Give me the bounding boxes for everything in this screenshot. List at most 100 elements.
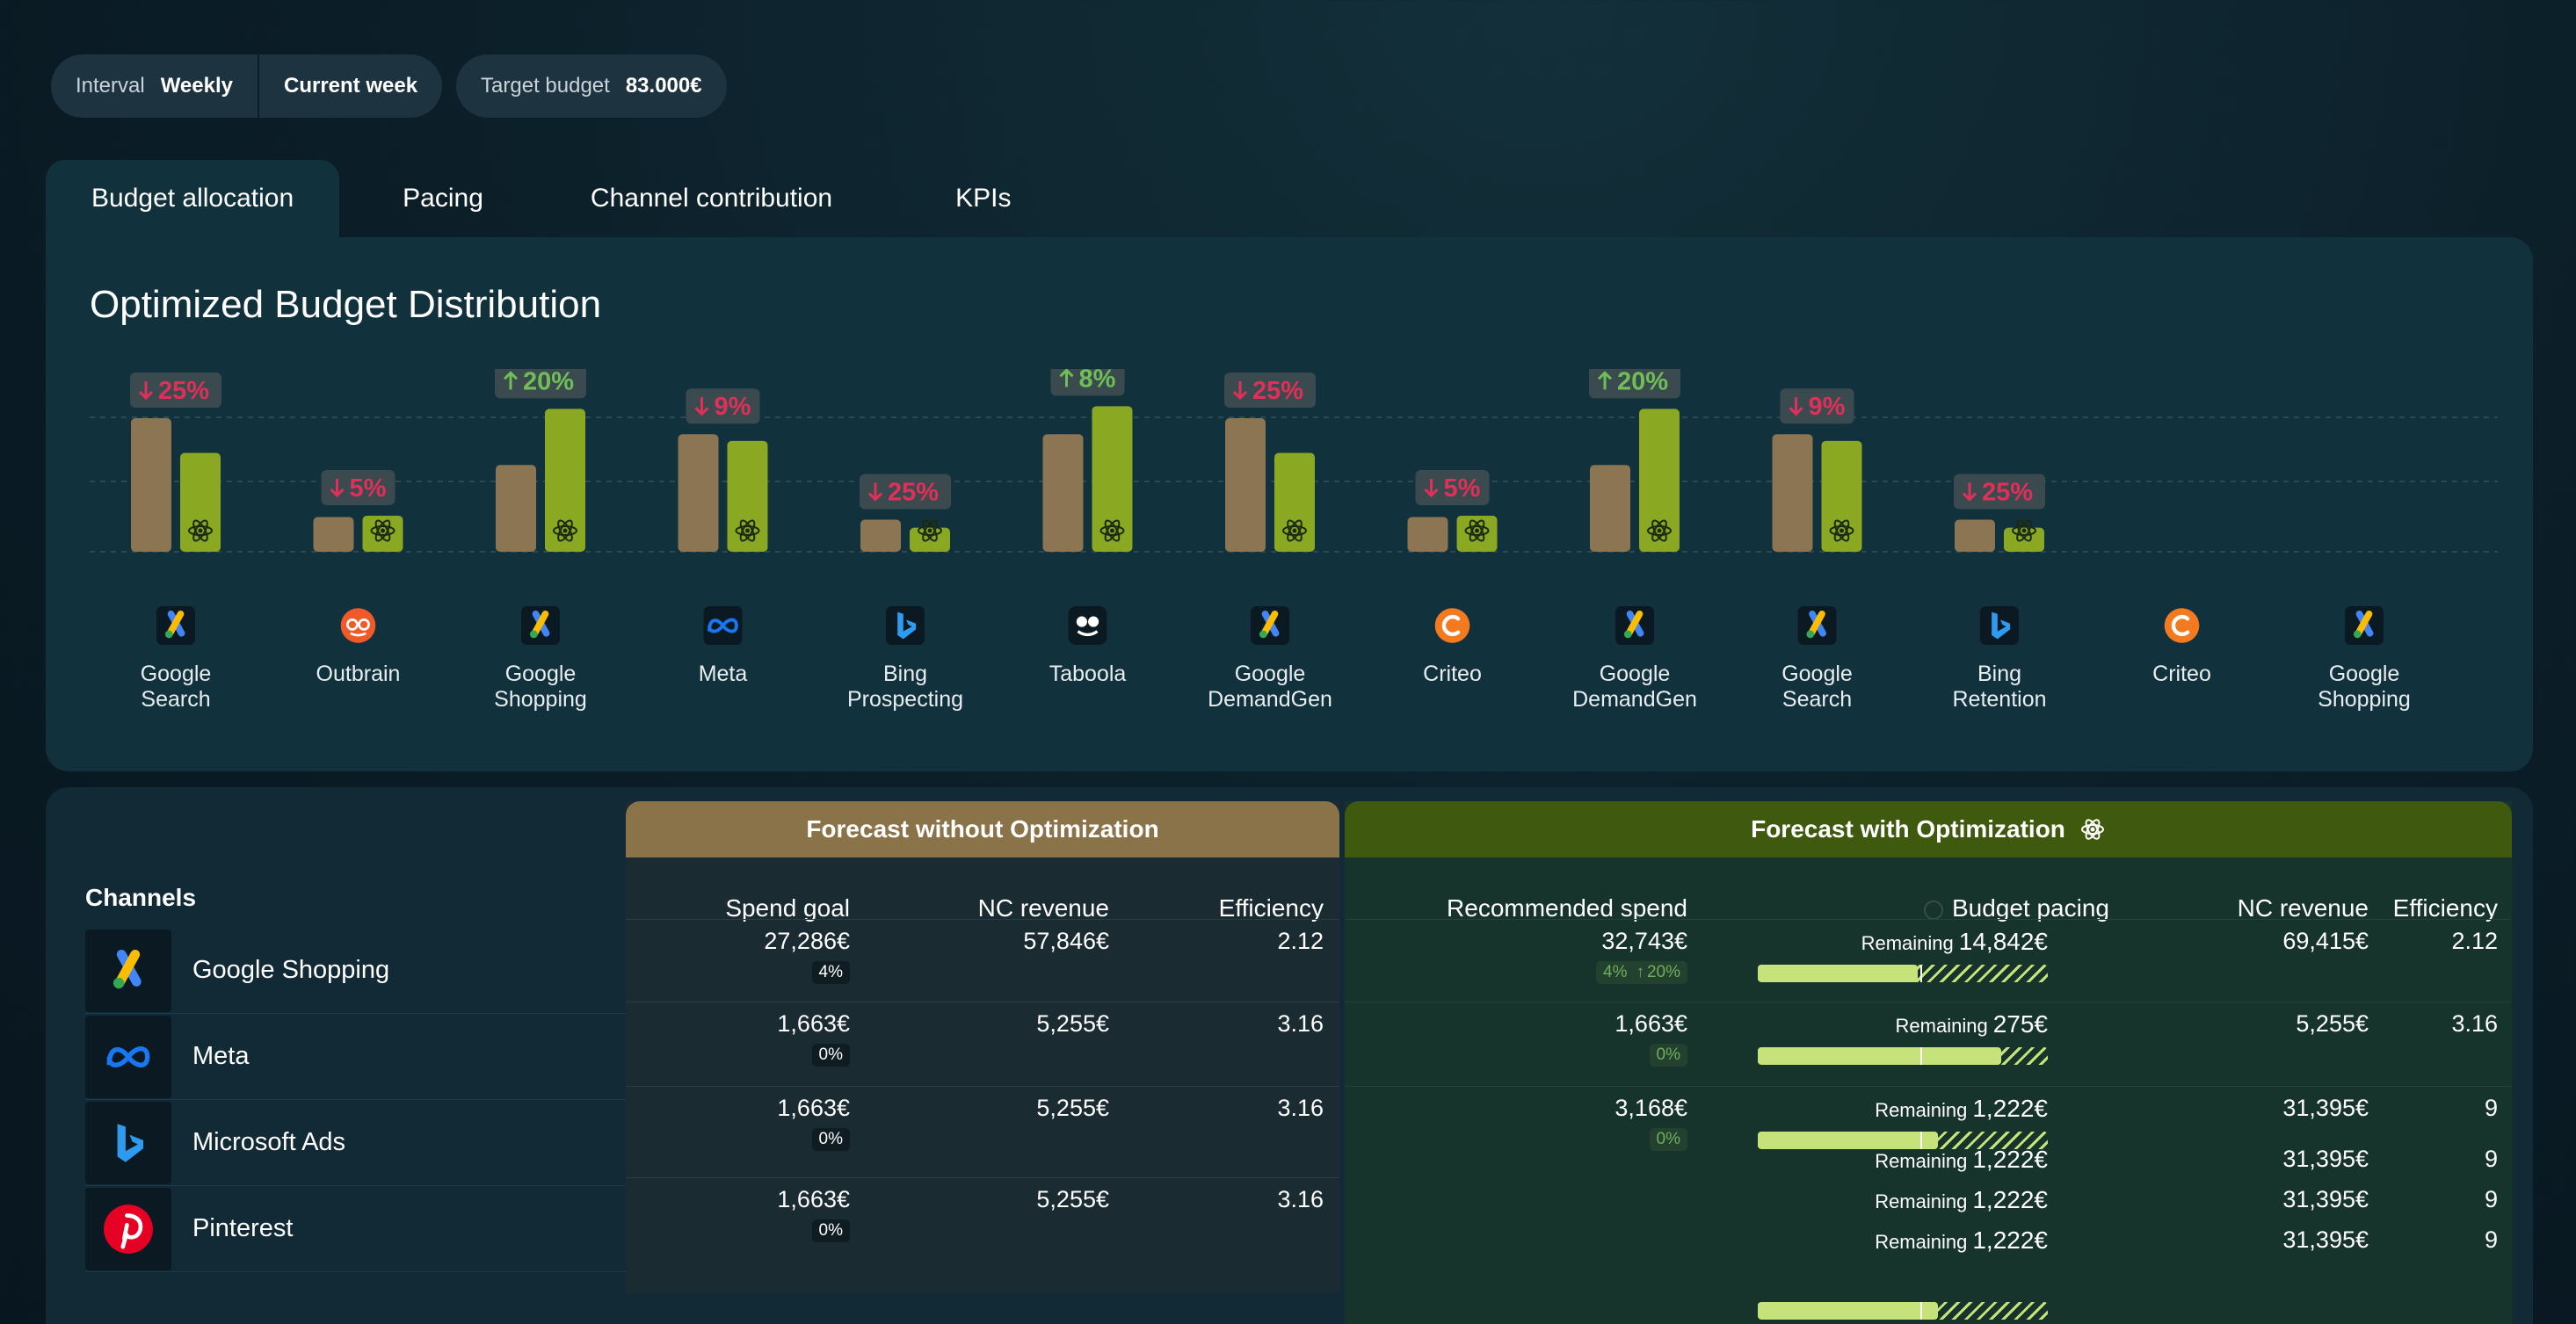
interval-selector[interactable]: Interval Weekly (51, 54, 258, 118)
target-budget-label: Target budget (481, 74, 610, 98)
bar-current (678, 434, 719, 552)
channel-row[interactable]: Microsoft Ads (85, 1100, 665, 1186)
change-badge (686, 388, 760, 424)
channel-label: Prospecting (847, 687, 963, 712)
channel-label: Taboola (1049, 662, 1127, 686)
change-badge (321, 469, 395, 505)
remaining-value: 1,222€ (1972, 1186, 2048, 1213)
tab-budget-allocation[interactable]: Budget allocation (46, 160, 340, 237)
bing-icon (886, 606, 925, 645)
channel-name: Google Shopping (192, 956, 390, 984)
channel-group[interactable]: Criteo (2152, 608, 2211, 686)
meta-icon (85, 1015, 171, 1098)
change-label: 25% (158, 377, 209, 405)
nc-revenue-optimized-value: 69,415€ (2282, 928, 2369, 954)
channel-row[interactable]: Google Shopping (85, 928, 665, 1014)
bar-current (860, 519, 901, 552)
spend-share-badge: 0% (811, 1044, 850, 1067)
channel-label: Bing (883, 662, 927, 686)
remaining-value: 1,222€ (1972, 1095, 2048, 1122)
bar-current (1772, 434, 1813, 552)
outbrain-icon (340, 608, 376, 643)
change-badge (1954, 474, 2045, 510)
bar-optimized (1456, 515, 1498, 552)
change-label: 25% (1252, 377, 1303, 405)
spend-share-badge: 0% (1649, 1044, 1687, 1067)
arrow-down-icon (138, 381, 154, 401)
remaining-value: 275€ (1992, 1010, 2048, 1038)
channel-label: Shopping (494, 687, 587, 712)
remaining-label: Remaining (1875, 1190, 1968, 1212)
period-selector[interactable]: Current week (257, 54, 442, 118)
efficiency-optimized-value: 9 (2484, 1226, 2498, 1253)
atom-icon (188, 519, 213, 542)
col-recommended-spend: Recommended spend (1447, 894, 1687, 922)
remaining-label: Remaining (1875, 1231, 1968, 1253)
efficiency-value: 2.12 (1277, 928, 1324, 954)
change-label: 25% (888, 479, 939, 507)
recommended-spend-value: 1,663€ (1615, 1010, 1687, 1037)
change-label: 9% (715, 393, 751, 421)
filter-bar: Interval Weekly Current week Target budg… (51, 54, 727, 118)
nc-revenue-optimized-value: 31,395€ (2282, 1095, 2369, 1121)
spend-goal-value: 27,286€ (764, 928, 850, 954)
channel-label: Outbrain (316, 662, 401, 686)
channels-header: Channels (85, 884, 197, 911)
channel-label: Meta (699, 662, 748, 686)
nc-revenue-value: 57,846€ (1023, 928, 1109, 954)
nc-revenue-value: 5,255€ (1036, 1095, 1109, 1121)
taboola-icon (1068, 606, 1107, 645)
change-badge (1224, 373, 1316, 408)
channel-name: Pinterest (192, 1214, 294, 1242)
efficiency-value: 3.16 (1277, 1095, 1324, 1121)
remaining-value: 1,222€ (1972, 1226, 2048, 1254)
forecast-table-panel: Channels Google Shopping Meta Microsoft … (46, 787, 2533, 1324)
channel-group[interactable]: 8% Taboola (1042, 369, 1133, 686)
tab-pacing[interactable]: Pacing (403, 184, 483, 213)
tab-kpis[interactable]: KPIs (955, 184, 1012, 213)
tab-channel-contribution[interactable]: Channel contribution (590, 184, 833, 213)
col-spend-goal: Spend goal (725, 894, 850, 922)
bar-optimized (180, 452, 221, 552)
budget-pacing-bar (1758, 1302, 2048, 1320)
channel-label: Google (2329, 662, 2400, 686)
atom-icon (2012, 519, 2036, 542)
channel-row[interactable]: Pinterest (85, 1186, 665, 1272)
change-label: 5% (1444, 474, 1481, 503)
arrow-up-icon (1597, 371, 1613, 390)
atom-icon (918, 519, 942, 542)
efficiency-optimized-value: 3.16 (2451, 1010, 2498, 1037)
channel-label: Shopping (2318, 687, 2411, 712)
arrow-up-icon (503, 371, 519, 390)
arrow-down-icon (1232, 381, 1248, 401)
remaining-label: Remaining (1875, 1099, 1968, 1121)
channel-group[interactable]: 5% Outbrain (313, 469, 403, 686)
bing-icon (85, 1101, 171, 1184)
info-icon[interactable] (1923, 900, 1943, 920)
change-badge (860, 474, 951, 510)
bar-optimized (1274, 452, 1315, 552)
google-ads-icon (2345, 606, 2384, 645)
col-budget-pacing: Budget pacing (1837, 894, 2109, 922)
channel-row[interactable]: Meta (85, 1014, 665, 1100)
arrow-up-icon: ↑ (1636, 963, 1644, 981)
bar-current (313, 517, 354, 552)
google-ads-icon (85, 929, 171, 1012)
change-badge (1780, 388, 1854, 424)
nc-revenue-optimized-value: 31,395€ (2282, 1186, 2369, 1212)
target-budget-pill[interactable]: Target budget 83.000€ (456, 54, 727, 118)
channel-label: Google (1781, 662, 1853, 686)
efficiency-value: 3.16 (1277, 1010, 1324, 1037)
channel-group[interactable]: 5% Criteo (1407, 469, 1498, 686)
channel-group[interactable]: 9% Meta (678, 388, 768, 686)
change-badge (1415, 469, 1490, 505)
